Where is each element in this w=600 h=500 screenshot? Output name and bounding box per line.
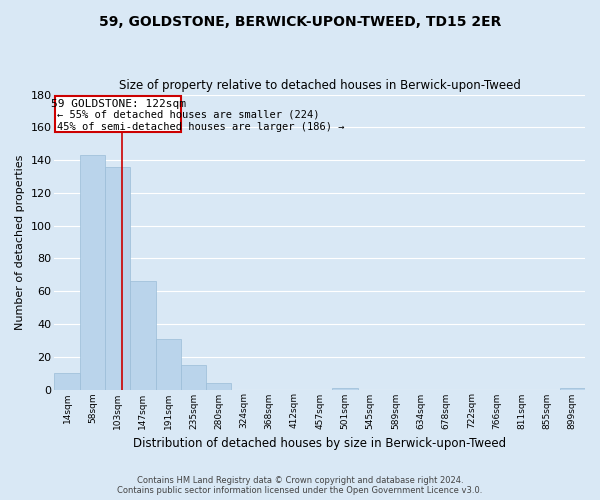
Bar [181,365,206,390]
Bar [130,282,155,390]
Bar [80,155,105,390]
Bar [332,388,358,390]
FancyBboxPatch shape [55,96,181,132]
Y-axis label: Number of detached properties: Number of detached properties [15,154,25,330]
Bar [55,373,80,390]
Bar [155,338,181,390]
Text: 59 GOLDSTONE: 122sqm: 59 GOLDSTONE: 122sqm [50,99,185,109]
Title: Size of property relative to detached houses in Berwick-upon-Tweed: Size of property relative to detached ho… [119,79,521,92]
Bar [560,388,585,390]
Text: 59, GOLDSTONE, BERWICK-UPON-TWEED, TD15 2ER: 59, GOLDSTONE, BERWICK-UPON-TWEED, TD15 … [99,15,501,29]
Bar [206,383,232,390]
Text: 45% of semi-detached houses are larger (186) →: 45% of semi-detached houses are larger (… [58,122,345,132]
X-axis label: Distribution of detached houses by size in Berwick-upon-Tweed: Distribution of detached houses by size … [133,437,506,450]
Bar [105,166,130,390]
Text: ← 55% of detached houses are smaller (224): ← 55% of detached houses are smaller (22… [58,110,320,120]
Text: Contains HM Land Registry data © Crown copyright and database right 2024.
Contai: Contains HM Land Registry data © Crown c… [118,476,482,495]
